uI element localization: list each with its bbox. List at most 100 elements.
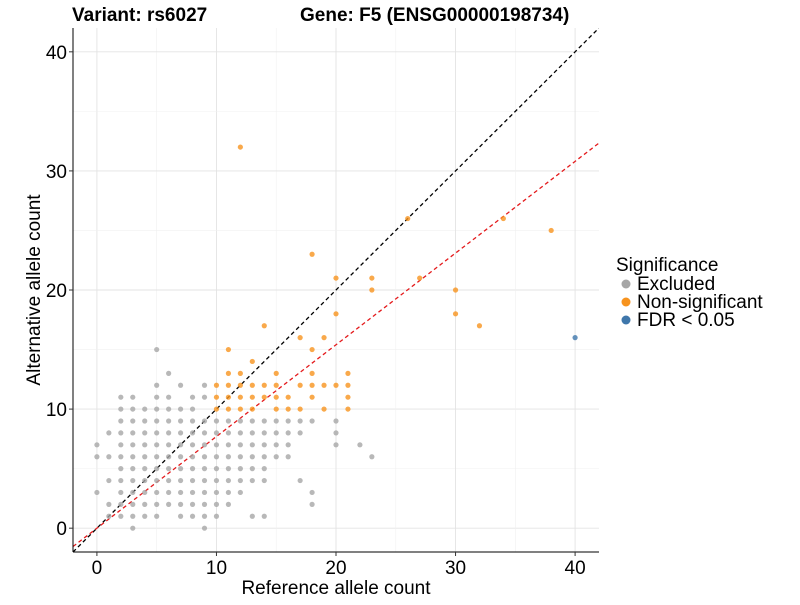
point-excluded xyxy=(130,430,136,436)
point-excluded xyxy=(166,466,172,472)
point-non-significant xyxy=(309,251,315,257)
point-non-significant xyxy=(213,382,220,388)
point-excluded xyxy=(201,442,208,448)
point-excluded xyxy=(94,442,100,448)
point-excluded xyxy=(189,489,196,496)
y-tick-label: 40 xyxy=(46,43,67,64)
point-excluded xyxy=(201,382,208,388)
x-axis-title: Reference allele count xyxy=(241,578,431,599)
point-excluded xyxy=(166,489,172,496)
point-excluded xyxy=(130,394,136,400)
point-non-significant xyxy=(237,394,243,400)
point-non-significant xyxy=(297,335,303,341)
point-excluded xyxy=(130,442,136,448)
point-excluded xyxy=(237,466,243,472)
point-excluded xyxy=(142,501,148,507)
point-excluded xyxy=(177,430,184,436)
point-excluded xyxy=(142,418,148,424)
point-non-significant xyxy=(345,394,351,400)
point-excluded xyxy=(130,406,136,412)
point-excluded xyxy=(166,418,172,424)
point-excluded xyxy=(130,513,136,519)
legend-label: Non-significant xyxy=(637,292,763,313)
point-excluded xyxy=(249,442,255,448)
point-excluded xyxy=(118,430,124,436)
point-excluded xyxy=(213,501,220,507)
point-non-significant xyxy=(237,370,243,376)
point-excluded xyxy=(225,454,232,460)
point-non-significant xyxy=(261,382,267,388)
point-excluded xyxy=(237,477,243,484)
point-excluded xyxy=(273,418,279,424)
point-excluded xyxy=(297,430,303,436)
point-non-significant xyxy=(345,382,351,388)
point-excluded xyxy=(213,513,220,519)
chart-title-variant: Variant: rs6027 xyxy=(72,5,207,26)
point-non-significant xyxy=(261,323,267,329)
point-excluded xyxy=(225,477,232,484)
point-excluded xyxy=(249,430,255,436)
point-non-significant xyxy=(237,406,243,412)
point-excluded xyxy=(189,466,196,472)
point-excluded xyxy=(118,418,124,424)
legend-key xyxy=(621,315,631,325)
point-non-significant xyxy=(249,406,255,412)
point-excluded xyxy=(142,513,148,519)
point-non-significant xyxy=(452,311,459,317)
point-excluded xyxy=(249,513,255,519)
axes: 0 10 20 30 40 0 10 20 30 40 xyxy=(46,28,599,579)
point-non-significant xyxy=(333,275,339,281)
point-excluded xyxy=(142,477,148,484)
point-excluded xyxy=(154,477,160,484)
point-excluded xyxy=(118,394,124,400)
point-non-significant xyxy=(249,394,255,400)
point-excluded xyxy=(154,466,160,472)
point-excluded xyxy=(154,513,160,519)
point-non-significant xyxy=(297,382,303,388)
point-excluded xyxy=(177,466,184,472)
point-non-significant xyxy=(225,382,232,388)
point-excluded xyxy=(273,442,279,448)
point-excluded xyxy=(273,454,279,460)
point-excluded xyxy=(177,418,184,424)
point-non-significant xyxy=(213,394,220,400)
point-non-significant xyxy=(309,370,315,376)
point-non-significant xyxy=(333,382,339,388)
point-excluded xyxy=(225,489,232,496)
point-excluded xyxy=(189,442,196,448)
point-excluded xyxy=(201,466,208,472)
point-non-significant xyxy=(369,287,375,293)
point-excluded xyxy=(201,430,208,436)
reference-line-fit xyxy=(73,142,599,548)
point-non-significant xyxy=(225,346,232,353)
point-excluded xyxy=(154,442,160,448)
legend-label: Excluded xyxy=(637,274,715,295)
point-non-significant xyxy=(273,370,279,376)
point-excluded xyxy=(177,489,184,496)
point-excluded xyxy=(166,370,172,376)
point-non-significant xyxy=(309,394,315,400)
point-excluded xyxy=(177,442,184,448)
point-excluded xyxy=(166,394,172,400)
point-excluded xyxy=(225,418,232,424)
x-tick-label: 0 xyxy=(92,558,103,579)
point-excluded xyxy=(94,454,100,460)
y-tick-label: 20 xyxy=(46,281,67,302)
point-excluded xyxy=(154,346,160,353)
point-excluded xyxy=(94,489,100,496)
reference-line-identity xyxy=(73,28,599,552)
point-excluded xyxy=(118,466,124,472)
point-excluded xyxy=(213,442,220,448)
point-excluded xyxy=(225,430,232,436)
point-excluded xyxy=(261,430,267,436)
point-excluded xyxy=(118,454,124,460)
point-excluded xyxy=(154,489,160,496)
point-excluded xyxy=(118,442,124,448)
point-excluded xyxy=(166,501,172,507)
point-non-significant xyxy=(345,370,351,376)
point-excluded xyxy=(213,418,220,424)
point-excluded xyxy=(118,406,124,412)
point-excluded xyxy=(189,430,196,436)
